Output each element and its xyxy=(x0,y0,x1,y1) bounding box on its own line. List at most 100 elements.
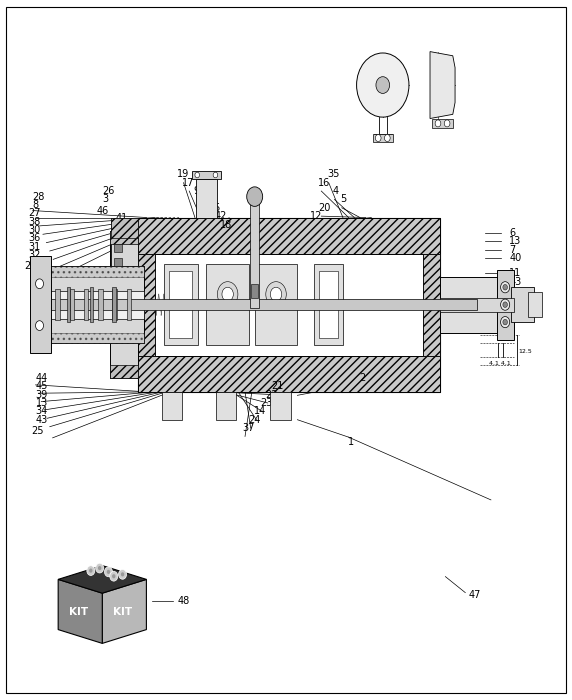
Circle shape xyxy=(500,281,510,293)
Bar xyxy=(138,218,440,254)
Bar xyxy=(162,392,182,420)
Text: 37: 37 xyxy=(243,423,255,433)
Circle shape xyxy=(118,570,126,579)
Text: 19: 19 xyxy=(177,169,189,179)
Text: 18: 18 xyxy=(220,220,232,230)
Circle shape xyxy=(217,281,238,307)
Text: 48: 48 xyxy=(178,596,190,606)
Text: 14: 14 xyxy=(254,407,267,416)
Circle shape xyxy=(500,316,510,328)
Circle shape xyxy=(98,566,101,570)
Bar xyxy=(33,266,144,343)
Text: 26: 26 xyxy=(103,186,115,196)
Text: 47: 47 xyxy=(468,590,480,601)
Text: 22: 22 xyxy=(265,390,278,400)
Circle shape xyxy=(89,568,93,573)
Text: 28: 28 xyxy=(33,192,45,202)
Text: 27: 27 xyxy=(29,209,41,218)
Polygon shape xyxy=(430,52,455,118)
Circle shape xyxy=(503,319,507,325)
Bar xyxy=(315,264,343,345)
Text: 46: 46 xyxy=(97,206,109,216)
Text: 4.1 4.1: 4.1 4.1 xyxy=(489,361,511,366)
Bar xyxy=(251,284,258,298)
Bar xyxy=(206,264,249,345)
Circle shape xyxy=(503,284,507,290)
Text: 5: 5 xyxy=(341,195,347,204)
Bar xyxy=(67,287,70,322)
Text: 38: 38 xyxy=(29,217,41,227)
Text: 12.5: 12.5 xyxy=(518,349,532,354)
Bar xyxy=(216,392,236,420)
Bar xyxy=(528,292,542,317)
Bar xyxy=(270,392,291,420)
Bar xyxy=(33,299,476,310)
Bar xyxy=(112,289,117,320)
Circle shape xyxy=(35,321,43,330)
Text: 40: 40 xyxy=(509,253,522,263)
Text: 23: 23 xyxy=(260,398,272,408)
Text: 1: 1 xyxy=(347,437,353,447)
Bar xyxy=(110,232,138,378)
Bar xyxy=(423,254,440,356)
Polygon shape xyxy=(58,566,146,593)
Bar xyxy=(33,266,144,276)
Circle shape xyxy=(375,134,381,141)
Bar xyxy=(33,332,144,343)
Text: 4: 4 xyxy=(333,186,339,196)
Circle shape xyxy=(266,281,286,307)
Text: 12: 12 xyxy=(310,211,322,221)
Text: 34: 34 xyxy=(35,407,48,416)
Bar xyxy=(138,356,440,392)
Circle shape xyxy=(384,134,390,141)
Bar xyxy=(138,218,440,392)
Bar xyxy=(70,289,74,320)
Text: 8: 8 xyxy=(33,200,39,210)
Bar xyxy=(110,232,138,244)
Text: 25: 25 xyxy=(31,426,43,436)
Bar xyxy=(319,271,339,338)
Bar xyxy=(440,298,514,312)
Text: 15: 15 xyxy=(209,203,221,213)
Bar xyxy=(55,289,60,320)
Text: KIT: KIT xyxy=(113,607,132,617)
Bar xyxy=(90,287,93,322)
Circle shape xyxy=(376,77,390,93)
Bar xyxy=(138,254,155,356)
Text: 9: 9 xyxy=(194,186,200,196)
Bar xyxy=(496,270,514,340)
Text: 7: 7 xyxy=(509,244,515,255)
Text: 32: 32 xyxy=(29,250,41,260)
Circle shape xyxy=(107,570,110,574)
Bar xyxy=(84,289,89,320)
Text: 35: 35 xyxy=(327,169,339,179)
Bar xyxy=(192,171,221,179)
Circle shape xyxy=(435,120,441,127)
Bar xyxy=(113,244,122,253)
Text: 3: 3 xyxy=(103,195,109,204)
Bar xyxy=(126,289,131,320)
Text: 31: 31 xyxy=(29,241,41,252)
Text: 36: 36 xyxy=(29,233,41,244)
Bar xyxy=(372,134,393,142)
Polygon shape xyxy=(58,580,102,643)
Bar xyxy=(432,118,453,128)
Bar xyxy=(110,218,138,239)
Circle shape xyxy=(356,53,409,117)
Bar xyxy=(155,254,423,356)
Circle shape xyxy=(222,287,233,301)
Text: 42: 42 xyxy=(214,211,227,221)
Bar xyxy=(33,290,144,318)
Circle shape xyxy=(96,564,104,573)
Circle shape xyxy=(500,299,510,310)
Bar xyxy=(511,287,534,322)
Circle shape xyxy=(87,566,95,575)
Bar xyxy=(169,271,192,338)
Text: 39: 39 xyxy=(35,390,48,400)
Text: 11: 11 xyxy=(509,268,522,279)
Text: 43: 43 xyxy=(509,276,522,287)
Bar xyxy=(112,287,116,322)
Circle shape xyxy=(247,187,263,206)
Polygon shape xyxy=(102,580,146,643)
Text: 20: 20 xyxy=(318,203,330,213)
